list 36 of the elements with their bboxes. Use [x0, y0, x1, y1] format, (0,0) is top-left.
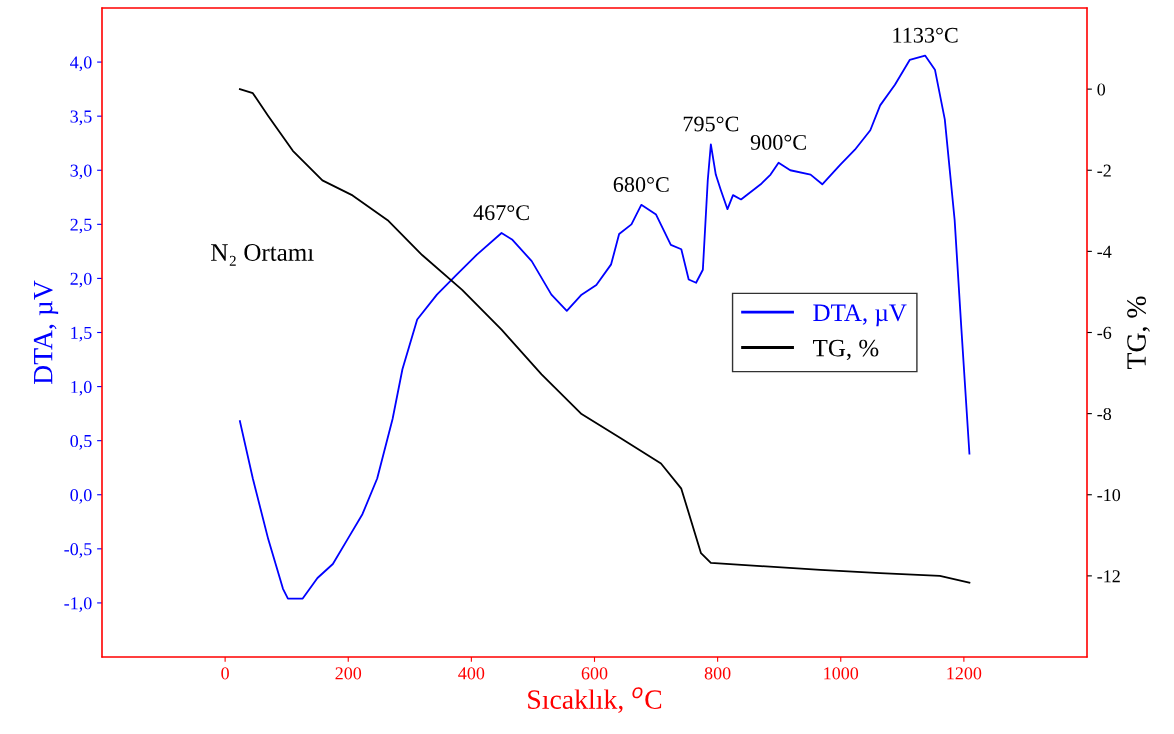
annotation: 795°C [683, 116, 739, 132]
y-tick-label: 1,5 [71, 326, 92, 342]
annotation: 900°C [750, 134, 806, 150]
annotation: 467°C [473, 205, 529, 221]
y-tick-label: 0,5 [70, 434, 92, 450]
y-tick-label: -1,0 [64, 597, 92, 612]
y2-tick-label: -12 [1097, 570, 1120, 583]
legend-label: DTA, µV [813, 304, 907, 327]
y2-tick-label: -6 [1097, 326, 1112, 339]
y2-tick-label: -2 [1097, 164, 1111, 177]
x-axis-title: Sıcaklık, $^{o}$C [528, 687, 662, 713]
y2-tick-label: -8 [1097, 407, 1112, 421]
y-tick-label: 0,0 [70, 489, 92, 504]
y-tick-label: 3,0 [70, 164, 92, 180]
x-tick-label: 600 [581, 667, 608, 680]
annotation: N₂ Ortamı [211, 244, 314, 266]
x-tick-label: 800 [704, 667, 731, 680]
y-tick-label: 1,0 [71, 380, 92, 396]
y-tick-label: 3,5 [70, 110, 92, 126]
legend-label: TG, % [813, 339, 879, 361]
y-tick-label: -0,5 [64, 543, 92, 558]
x-tick-label: 1000 [824, 667, 859, 680]
y-tick-label: 2,0 [70, 272, 92, 288]
y-tick-label: 2,5 [70, 218, 92, 234]
x-tick-label: 1200 [947, 667, 982, 680]
annotation: 1133°C [893, 27, 958, 43]
x-tick-label: 0 [221, 667, 229, 680]
x-tick-label: 400 [458, 667, 485, 680]
y-axis-title: DTA, µV [33, 280, 59, 385]
y2-tick-label: 0 [1097, 83, 1106, 96]
y-tick-label: 4,0 [70, 56, 92, 72]
x-tick-label: 200 [335, 667, 362, 680]
annotation: 680°C [613, 177, 669, 193]
y2-tick-label: -10 [1097, 489, 1121, 502]
y2-tick-label: -4 [1097, 245, 1112, 258]
y2-axis-title: TG, % [1127, 296, 1150, 370]
